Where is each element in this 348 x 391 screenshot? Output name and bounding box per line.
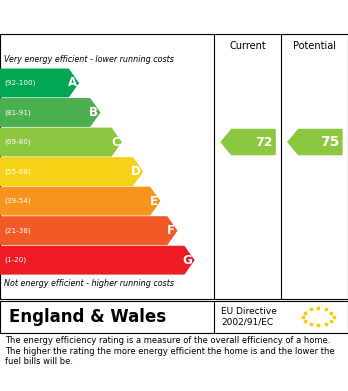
Text: (92-100): (92-100) [4, 80, 35, 86]
Polygon shape [0, 99, 100, 126]
Text: (21-38): (21-38) [4, 228, 31, 234]
Text: E: E [150, 195, 158, 208]
Text: England & Wales: England & Wales [9, 308, 166, 326]
Text: (55-68): (55-68) [4, 169, 31, 175]
Text: EU Directive: EU Directive [221, 307, 277, 316]
Text: Current: Current [230, 41, 267, 51]
Text: C: C [111, 136, 120, 149]
Polygon shape [0, 217, 177, 244]
Text: (39-54): (39-54) [4, 198, 31, 204]
Text: (1-20): (1-20) [4, 257, 26, 264]
Text: Potential: Potential [293, 41, 337, 51]
Text: F: F [167, 224, 175, 237]
Text: (69-80): (69-80) [4, 139, 31, 145]
Text: B: B [89, 106, 98, 119]
Text: 2002/91/EC: 2002/91/EC [221, 318, 273, 327]
Polygon shape [0, 158, 142, 185]
Text: Not energy efficient - higher running costs: Not energy efficient - higher running co… [4, 279, 174, 288]
Text: The energy efficiency rating is a measure of the overall efficiency of a home. T: The energy efficiency rating is a measur… [5, 336, 335, 366]
Text: A: A [68, 77, 77, 90]
Polygon shape [0, 128, 121, 156]
Polygon shape [0, 187, 159, 215]
Text: Energy Efficiency Rating: Energy Efficiency Rating [9, 9, 200, 23]
Text: D: D [131, 165, 141, 178]
Text: 72: 72 [255, 136, 272, 149]
Polygon shape [0, 246, 194, 274]
Polygon shape [0, 69, 78, 97]
Polygon shape [221, 129, 275, 154]
Text: G: G [183, 254, 192, 267]
Text: 75: 75 [320, 135, 339, 149]
Text: (81-91): (81-91) [4, 109, 31, 116]
Text: Very energy efficient - lower running costs: Very energy efficient - lower running co… [4, 55, 174, 64]
Polygon shape [288, 129, 342, 154]
